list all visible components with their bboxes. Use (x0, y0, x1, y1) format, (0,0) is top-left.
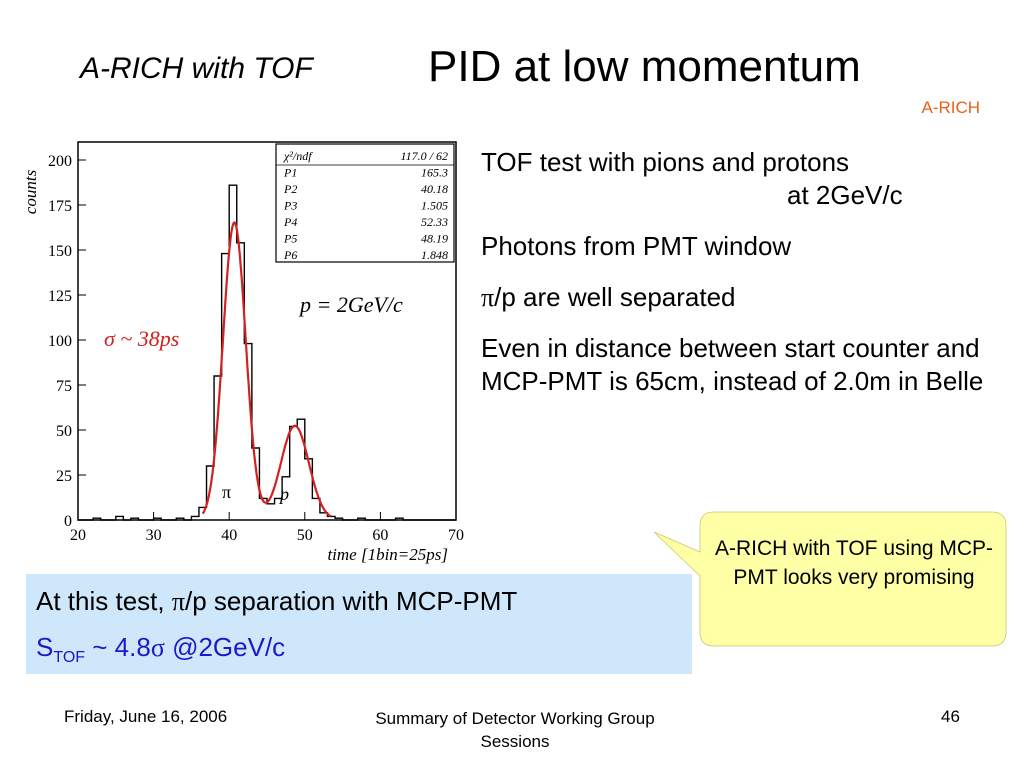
y-tick-label: 200 (48, 153, 72, 170)
y-tick-label: 100 (48, 333, 72, 350)
y-tick-label: 25 (56, 468, 72, 485)
callout-shape (653, 511, 1007, 647)
stats-row-value: 1.848 (421, 248, 448, 262)
histogram-series (78, 184, 456, 521)
footer-date: Friday, June 16, 2006 (64, 707, 228, 726)
y-tick-label: 75 (56, 378, 72, 395)
y-tick-label: 150 (48, 243, 72, 260)
stats-row-label: P5 (283, 232, 297, 246)
callout-bubble (653, 511, 1007, 647)
stats-row-label: P1 (283, 166, 297, 180)
stats-row-value: 40.18 (421, 182, 448, 196)
y-tick-label: 125 (48, 288, 72, 305)
stats-row-value: 165.3 (421, 166, 448, 180)
stats-row-label: χ²/ndf (283, 149, 313, 163)
x-tick-label: 70 (448, 527, 464, 544)
summary-line-1-prefix: At this test, (36, 586, 172, 616)
sigma-symbol: σ (150, 633, 165, 662)
stats-row-value: 1.505 (421, 199, 448, 213)
x-axis-ticks: 20 30 40 50 60 70 (70, 512, 464, 544)
pion-peak-label: π (222, 482, 231, 502)
summary-line-1: At this test, π/p separation with MCP-PM… (36, 586, 517, 617)
bullet-1-line-1: TOF test with pions and protons (481, 147, 850, 177)
pi-symbol: π (481, 283, 495, 312)
separation-symbol: S (36, 632, 54, 662)
y-axis-ticks: 0 25 50 75 100 125 150 175 200 (48, 153, 86, 530)
stats-row-value: 117.0 / 62 (401, 149, 448, 163)
bullet-2: Photons from PMT window (481, 231, 792, 261)
fit-curve (201, 221, 332, 518)
stats-box: χ²/ndf 117.0 / 62 P1 165.3 P2 40.18 P3 1.505 P4 5… (275, 143, 455, 263)
y-axis-label: counts (21, 169, 40, 214)
x-tick-label: 30 (146, 527, 162, 544)
x-axis-label: time [1bin=25ps] (327, 545, 448, 564)
stats-rows: χ²/ndf 117.0 / 62 P1 165.3 P2 40.18 P3 1.505 P4 5… (276, 149, 454, 262)
stats-row-label: P6 (283, 248, 297, 262)
footer-title: Summary of Detector Working Group Sessio… (375, 709, 655, 751)
slide-subtitle: A-RICH with TOF (80, 52, 313, 85)
x-tick-label: 20 (70, 527, 86, 544)
separation-subscript: TOF (53, 649, 86, 667)
tof-histogram-figure: 0 25 50 75 100 125 150 175 200 20 30 40 50 60 70 coun… (14, 134, 470, 568)
stats-row-value: 48.19 (421, 232, 448, 246)
bullet-1-line-2: at 2GeV/c (787, 180, 903, 210)
slide-title: PID at low momentum (428, 42, 861, 91)
callout-text: A-RICH with TOF using MCP-PMT looks very… (714, 537, 994, 589)
pi-symbol: π (171, 587, 185, 616)
stats-row-label: P3 (283, 199, 297, 213)
y-tick-label: 50 (56, 423, 72, 440)
momentum-annotation: p = 2GeV/c (298, 292, 403, 317)
summary-line-1-rest: /p separation with MCP-PMT (184, 586, 518, 616)
x-tick-label: 50 (297, 527, 313, 544)
plot-frame-box (77, 141, 457, 521)
separation-value: ~ 4.8 (85, 632, 151, 662)
bullet-list: TOF test with pions and protons at 2GeV/… (481, 146, 1001, 398)
corner-tag: A-RICH (921, 98, 980, 117)
summary-line-2: STOF ~ 4.8σ @2GeV/c (36, 632, 285, 667)
y-tick-label: 175 (48, 198, 72, 215)
proton-peak-label: p (278, 484, 289, 504)
bullet-4: Even in distance between start counter a… (481, 333, 984, 396)
bullet-3: π/p are well separated (481, 281, 1001, 314)
sigma-annotation: σ ~ 38ps (104, 326, 179, 351)
x-tick-label: 60 (372, 527, 388, 544)
stats-row-label: P2 (283, 182, 297, 196)
stats-box-frame (275, 143, 455, 263)
stats-row-value: 52.33 (421, 215, 448, 229)
bullet-3-text: /p are well separated (494, 282, 736, 312)
separation-momentum: @2GeV/c (164, 632, 286, 662)
summary-box (26, 574, 692, 674)
x-tick-label: 40 (221, 527, 237, 544)
stats-row-label: P4 (283, 215, 297, 229)
page-number: 46 (941, 707, 960, 726)
y-tick-label: 0 (64, 513, 72, 530)
